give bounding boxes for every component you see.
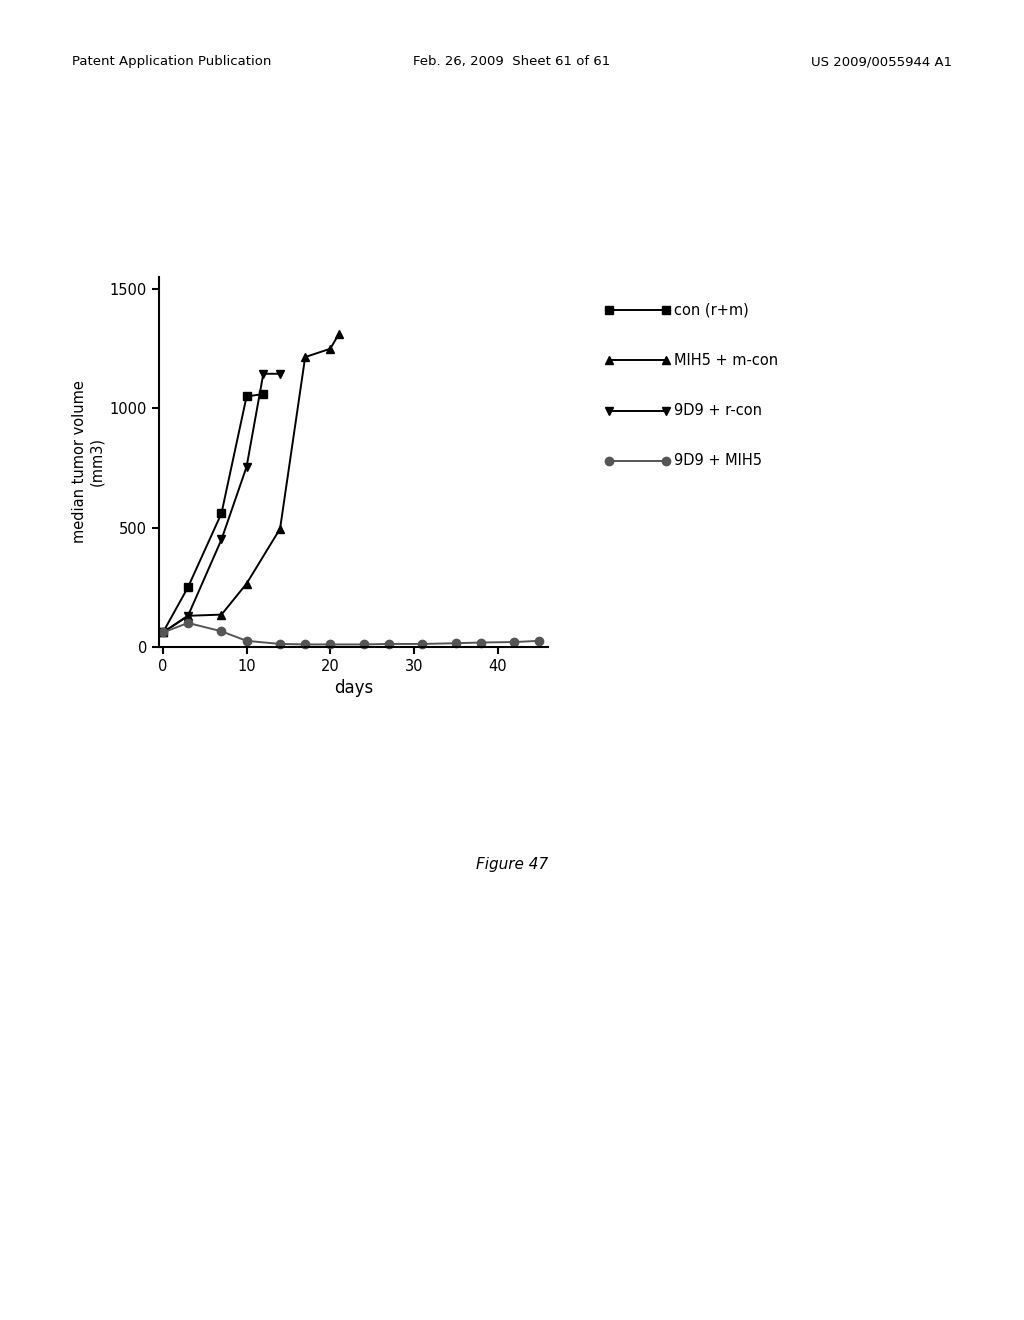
MIH5 + m-con <box>333 326 345 342</box>
MIH5 + m-con <box>157 624 169 640</box>
con (r+m) <box>182 579 195 595</box>
con (r+m) <box>215 506 227 521</box>
Text: US 2009/0055944 A1: US 2009/0055944 A1 <box>811 55 952 69</box>
Text: 9D9 + MIH5: 9D9 + MIH5 <box>674 453 762 469</box>
Text: 9D9 + r-con: 9D9 + r-con <box>674 403 762 418</box>
9D9 + MIH5 <box>273 636 286 652</box>
MIH5 + m-con <box>182 609 195 624</box>
X-axis label: days: days <box>334 680 373 697</box>
Text: Patent Application Publication: Patent Application Publication <box>72 55 271 69</box>
9D9 + MIH5 <box>182 615 195 631</box>
Line: con (r+m): con (r+m) <box>159 389 267 636</box>
Text: MIH5 + m-con: MIH5 + m-con <box>674 352 778 368</box>
9D9 + r-con <box>182 609 195 624</box>
9D9 + r-con <box>273 366 286 381</box>
9D9 + MIH5 <box>383 636 395 652</box>
Line: 9D9 + r-con: 9D9 + r-con <box>159 370 285 636</box>
9D9 + r-con <box>157 624 169 640</box>
9D9 + MIH5 <box>508 634 520 649</box>
9D9 + MIH5 <box>475 635 487 651</box>
Text: Figure 47: Figure 47 <box>476 857 548 873</box>
con (r+m) <box>157 624 169 640</box>
9D9 + MIH5 <box>534 632 546 648</box>
Text: con (r+m): con (r+m) <box>674 302 749 318</box>
con (r+m) <box>257 387 269 403</box>
MIH5 + m-con <box>215 607 227 623</box>
9D9 + MIH5 <box>357 636 370 652</box>
9D9 + MIH5 <box>157 624 169 640</box>
9D9 + r-con <box>257 366 269 381</box>
MIH5 + m-con <box>273 521 286 537</box>
9D9 + MIH5 <box>215 623 227 639</box>
Line: MIH5 + m-con: MIH5 + m-con <box>159 330 343 636</box>
MIH5 + m-con <box>325 341 337 356</box>
9D9 + MIH5 <box>241 632 253 648</box>
9D9 + r-con <box>241 459 253 475</box>
9D9 + MIH5 <box>299 636 311 652</box>
9D9 + MIH5 <box>450 635 462 651</box>
9D9 + r-con <box>215 532 227 548</box>
MIH5 + m-con <box>299 350 311 366</box>
MIH5 + m-con <box>241 576 253 591</box>
con (r+m) <box>241 388 253 404</box>
Y-axis label: median tumor volume
(mm3): median tumor volume (mm3) <box>72 380 104 544</box>
Text: Feb. 26, 2009  Sheet 61 of 61: Feb. 26, 2009 Sheet 61 of 61 <box>414 55 610 69</box>
9D9 + MIH5 <box>325 636 337 652</box>
Line: 9D9 + MIH5: 9D9 + MIH5 <box>159 619 544 648</box>
9D9 + MIH5 <box>416 636 428 652</box>
